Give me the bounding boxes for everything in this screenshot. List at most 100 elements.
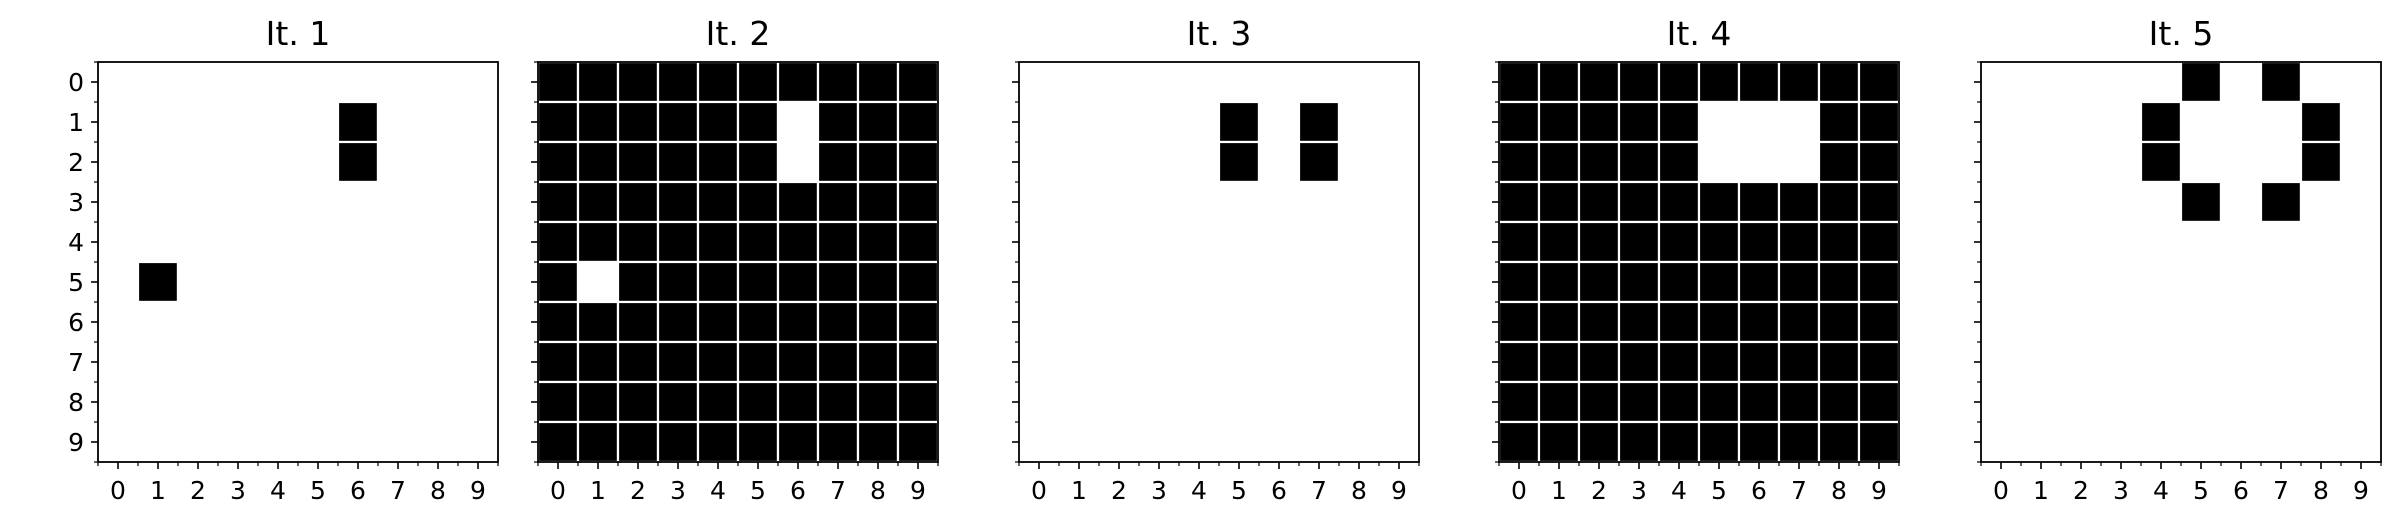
heatmap-cell <box>1017 380 1061 424</box>
heatmap-cell <box>1097 220 1141 264</box>
heatmap-cell <box>576 340 620 384</box>
heatmap-cell <box>656 180 700 224</box>
heatmap-cell <box>2219 420 2263 464</box>
heatmap-cell <box>456 100 500 144</box>
y-tick-label: 2 <box>68 148 84 177</box>
heatmap-cell <box>1217 340 1261 384</box>
heatmap-cell <box>1537 100 1581 144</box>
heatmap-cell <box>376 220 420 264</box>
heatmap-cell <box>1617 420 1661 464</box>
heatmap-cell <box>96 140 140 184</box>
heatmap-panel-4: It. 4 0 1 2 3 4 5 6 7 8 9 <box>1492 14 1901 505</box>
heatmap-cell <box>2019 220 2063 264</box>
heatmap-cell <box>256 220 300 264</box>
heatmap-cell <box>1537 380 1581 424</box>
heatmap-cell <box>1177 100 1221 144</box>
heatmap-cell <box>256 380 300 424</box>
heatmap-cell <box>1737 220 1781 264</box>
x-tick-label: 4 <box>270 476 286 505</box>
heatmap-cell <box>376 340 420 384</box>
heatmap-cell <box>176 100 220 144</box>
heatmap-cell <box>896 140 940 184</box>
heatmap-cell <box>456 260 500 304</box>
heatmap-cell <box>2059 420 2103 464</box>
heatmap-cell <box>1657 260 1701 304</box>
heatmap-cell <box>776 180 820 224</box>
heatmap-cell <box>2299 140 2343 184</box>
heatmap-cell <box>816 300 860 344</box>
y-tick-label: 4 <box>68 228 84 257</box>
heatmap-cell <box>1697 380 1741 424</box>
heatmap-panel-2: It. 2 0 1 2 3 4 5 6 7 8 9 <box>531 14 940 505</box>
heatmap-cell <box>1817 140 1861 184</box>
heatmap-cell <box>896 260 940 304</box>
heatmap-cell <box>1097 340 1141 384</box>
heatmap-cell <box>2219 260 2263 304</box>
heatmap-cell <box>1697 420 1741 464</box>
heatmap-cell <box>1697 180 1741 224</box>
heatmap-cell <box>1617 140 1661 184</box>
heatmap-cell <box>2339 340 2383 384</box>
heatmap-cell <box>576 100 620 144</box>
heatmap-cell <box>1177 260 1221 304</box>
heatmap-cell <box>1217 220 1261 264</box>
heatmap-cell <box>2259 140 2303 184</box>
heatmap-cell <box>136 140 180 184</box>
heatmap-cell <box>1217 100 1261 144</box>
x-tick-label: 5 <box>310 476 326 505</box>
heatmap-cell <box>1857 100 1901 144</box>
heatmap-cell <box>1057 380 1101 424</box>
x-tick-label: 0 <box>550 476 566 505</box>
heatmap-cell <box>576 380 620 424</box>
heatmap-cell <box>816 380 860 424</box>
heatmap-cell <box>616 340 660 384</box>
heatmap-cell <box>2019 100 2063 144</box>
x-tick-label: 1 <box>590 476 606 505</box>
heatmap-cell <box>856 100 900 144</box>
heatmap-cell <box>2299 340 2343 384</box>
heatmap-cell <box>1737 420 1781 464</box>
heatmap-cell <box>1057 180 1101 224</box>
heatmap-cell <box>1979 60 2023 104</box>
heatmap-cell <box>336 220 380 264</box>
heatmap-cell <box>576 140 620 184</box>
heatmap-cell <box>1817 380 1861 424</box>
heatmap-cell <box>856 180 900 224</box>
heatmap-cell <box>536 140 580 184</box>
heatmap-cell <box>536 60 580 104</box>
heatmap-cell <box>96 300 140 344</box>
heatmap-cell <box>2139 380 2183 424</box>
heatmap-cell <box>776 260 820 304</box>
heatmap-cell <box>2219 100 2263 144</box>
heatmap-cell <box>536 340 580 384</box>
heatmap-cell <box>1617 260 1661 304</box>
x-tick-label: 3 <box>2113 476 2129 505</box>
heatmap-cell <box>2099 140 2143 184</box>
heatmap-cell <box>136 100 180 144</box>
heatmap-cell <box>1137 380 1181 424</box>
heatmap-cell <box>96 380 140 424</box>
heatmap-cell <box>336 60 380 104</box>
heatmap-cell <box>1737 380 1781 424</box>
heatmap-cell <box>1697 300 1741 344</box>
heatmap-cell <box>1297 260 1341 304</box>
heatmap-cell <box>1137 140 1181 184</box>
heatmap-cell <box>1979 100 2023 144</box>
x-tick-label: 8 <box>1351 476 1367 505</box>
heatmap-cell <box>136 180 180 224</box>
y-tick-label: 8 <box>68 388 84 417</box>
heatmap-cell <box>1817 180 1861 224</box>
x-tick-label: 7 <box>830 476 846 505</box>
heatmap-cell <box>1737 60 1781 104</box>
heatmap-cell <box>616 180 660 224</box>
heatmap-cell <box>856 380 900 424</box>
heatmap-cell <box>1979 380 2023 424</box>
heatmap-cell <box>1497 420 1541 464</box>
heatmap-cell <box>856 220 900 264</box>
heatmap-cell <box>2219 220 2263 264</box>
heatmap-cell <box>2259 260 2303 304</box>
heatmap-cell <box>2299 220 2343 264</box>
heatmap-cell <box>256 260 300 304</box>
heatmap-cell <box>1297 220 1341 264</box>
